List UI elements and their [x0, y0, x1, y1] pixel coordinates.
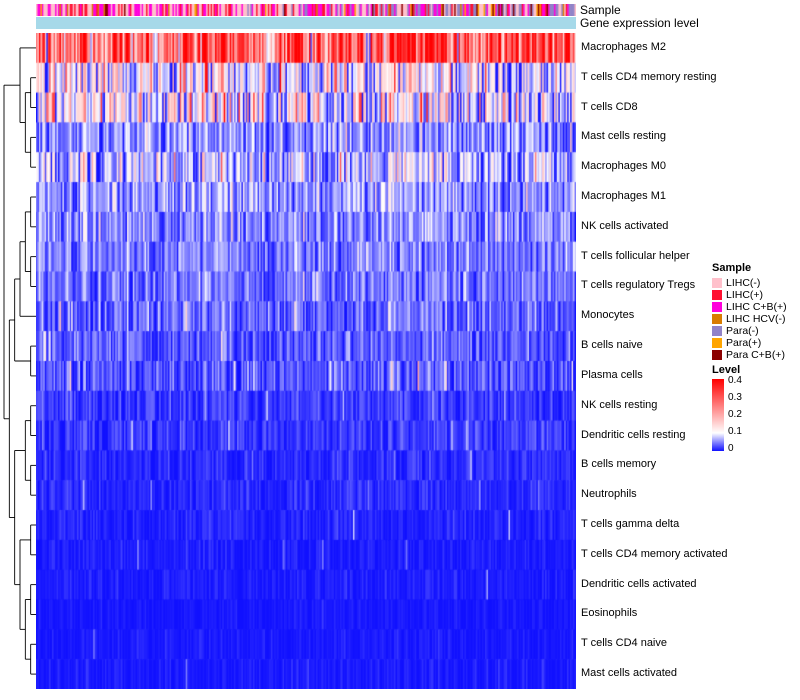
row-label: Dendritic cells resting [581, 428, 686, 441]
row-label: Dendritic cells activated [581, 577, 697, 590]
row-label: Macrophages M1 [581, 190, 666, 202]
legend-item-label: LIHC(-) [726, 277, 761, 289]
row-label: T cells CD4 memory activated [581, 547, 728, 560]
level-tick-label: 0.1 [728, 426, 742, 437]
legend-item-label: LIHC(+) [726, 289, 764, 301]
heatmap-canvas [36, 33, 576, 689]
sample-legend-item: LIHC C+B(+) [712, 301, 787, 313]
legend-item-label: LIHC C+B(+) [726, 301, 787, 313]
legend-color-swatch [712, 338, 722, 348]
legend-color-swatch [712, 326, 722, 336]
legend-color-swatch [712, 278, 722, 288]
sample-legend-items: LIHC(-) LIHC(+) LIHC C+B(+) LIHC HCV(-) Para… [712, 277, 787, 361]
legend-color-swatch [712, 302, 722, 312]
sample-annotation-label: Sample [580, 3, 621, 17]
sample-legend-item: LIHC(-) [712, 277, 787, 289]
row-label: NK cells activated [581, 219, 669, 232]
sample-legend-item: LIHC HCV(-) [712, 313, 787, 325]
row-label: Macrophages M2 [581, 40, 666, 53]
legend-item-label: LIHC HCV(-) [726, 313, 786, 325]
legend-color-swatch [712, 314, 722, 324]
level-legend-title: Level [712, 364, 741, 376]
row-dendrogram [3, 47, 36, 675]
level-tick-label: 0.4 [728, 375, 742, 386]
gene-annotation-label: Gene expression level [580, 16, 699, 30]
legend-item-label: Para(-) [726, 325, 759, 337]
sample-legend-item: Para C+B(+) [712, 349, 787, 361]
sample-legend-item: LIHC(+) [712, 289, 787, 301]
gene-expression-annotation-bar [36, 17, 576, 29]
sample-annotation-bar [36, 4, 576, 16]
level-legend: Level 0.4 0.3 0.2 0.1 0 [712, 364, 742, 454]
row-label: NK cells resting [581, 398, 658, 411]
row-label: T cells CD8 [581, 100, 638, 113]
level-gradient-bar [712, 379, 724, 451]
row-label: Mast cells activated [581, 667, 677, 680]
level-tick-label: 0 [728, 443, 734, 454]
row-label: T cells CD4 memory resting [581, 70, 717, 83]
row-label: Plasma cells [581, 368, 643, 381]
row-label: T cells gamma delta [581, 518, 680, 530]
row-label: T cells follicular helper [581, 249, 690, 262]
row-label: Eosinophils [581, 607, 638, 620]
sample-legend-title: Sample [712, 262, 752, 274]
level-tick-labels: 0.4 0.3 0.2 0.1 0 [728, 376, 742, 454]
row-label: B cells naive [581, 339, 643, 352]
sample-legend: Sample LIHC(-) LIHC(+) LIHC C+B(+) LIHC HCV… [712, 262, 787, 361]
row-label: Mast cells resting [581, 130, 666, 143]
legend-color-swatch [712, 290, 722, 300]
level-tick-label: 0.2 [728, 409, 742, 420]
row-label: T cells CD4 naive [581, 637, 667, 650]
level-tick-label: 0.3 [728, 392, 742, 403]
legend-color-swatch [712, 350, 722, 360]
legend-item-label: Para(+) [726, 337, 762, 349]
sample-legend-item: Para(+) [712, 337, 787, 349]
legend-item-label: Para C+B(+) [726, 349, 785, 361]
row-label: Macrophages M0 [581, 160, 666, 173]
row-label: B cells memory [581, 458, 657, 471]
sample-legend-item: Para(-) [712, 325, 787, 337]
row-label: Monocytes [581, 309, 635, 322]
row-label: T cells regulatory Tregs [581, 279, 696, 292]
row-label: Neutrophils [581, 488, 637, 501]
